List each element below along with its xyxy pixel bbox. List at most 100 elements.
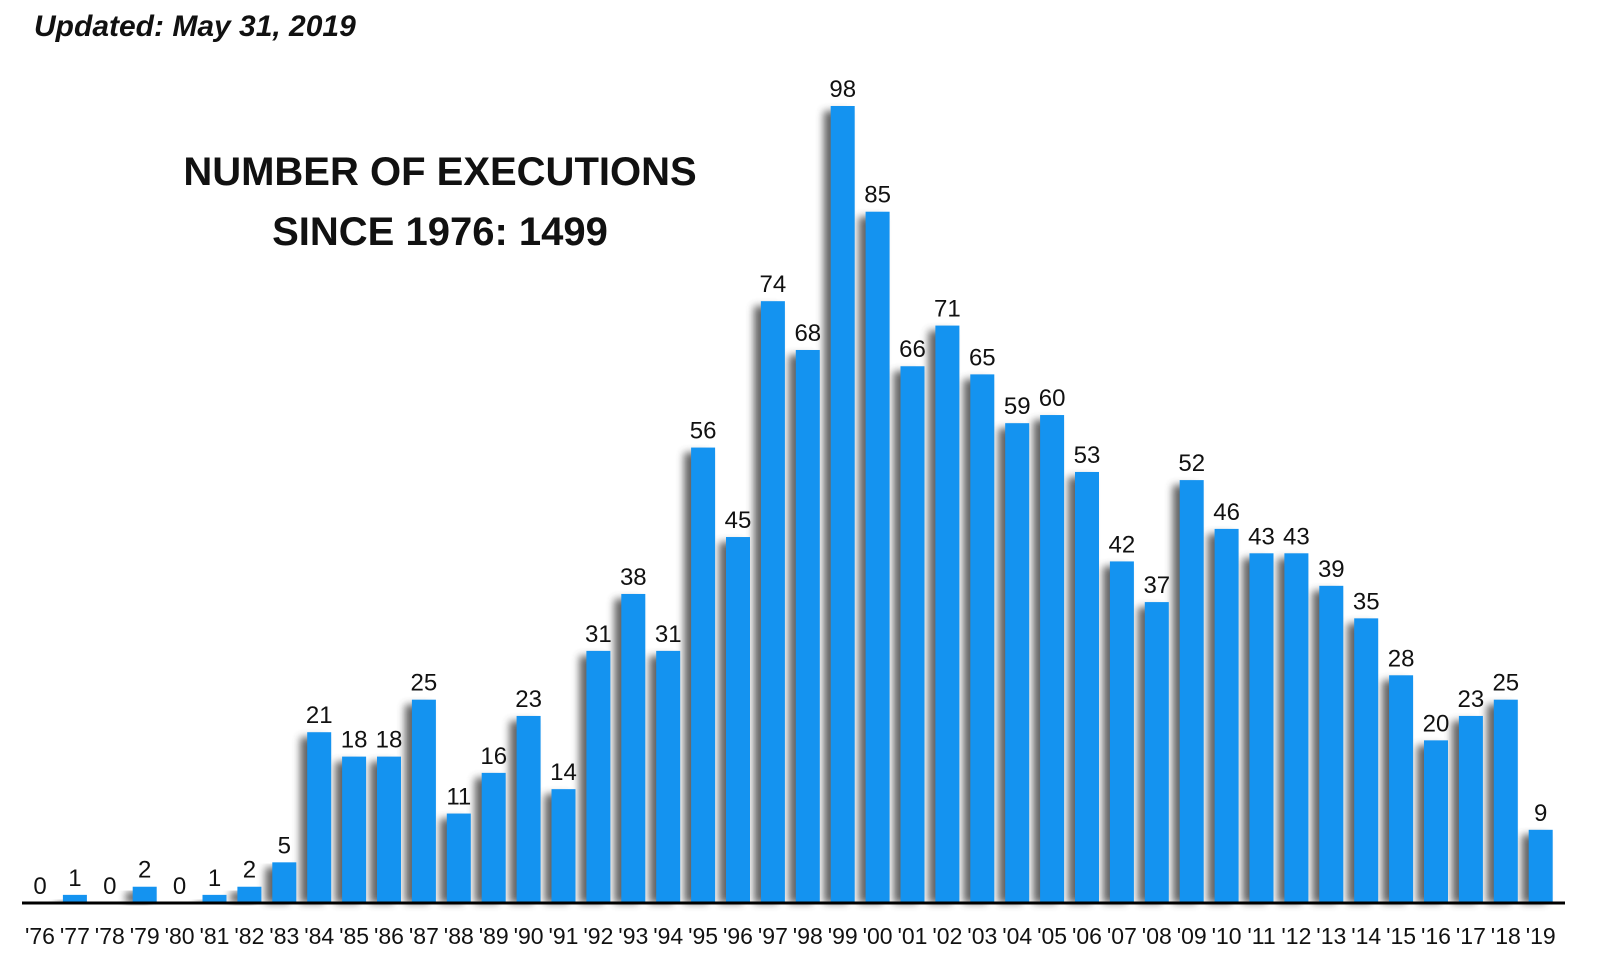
x-tick-label: '17: [1456, 923, 1486, 949]
x-tick-label: '84: [304, 923, 334, 949]
updated-date: Updated: May 31, 2019: [34, 10, 356, 43]
bar: [307, 732, 332, 903]
x-tick-label: '07: [1107, 923, 1137, 949]
x-tick-label: '16: [1421, 923, 1451, 949]
bar-value-label: 43: [1248, 523, 1275, 550]
bar-value-label: 35: [1353, 588, 1380, 615]
chart-title: NUMBER OF EXECUTIONS SINCE 1976: 1499: [140, 142, 740, 262]
x-tick-label: '86: [374, 923, 404, 949]
bar: [656, 650, 681, 903]
bar: [516, 715, 541, 903]
bar: [1109, 561, 1134, 903]
x-tick-label: '00: [863, 923, 893, 949]
bar-value-label: 53: [1074, 442, 1101, 469]
x-tick-label: '79: [130, 923, 160, 949]
x-tick-label: '11: [1247, 923, 1275, 949]
x-tick-label: '18: [1491, 923, 1521, 949]
bar: [621, 593, 646, 903]
bar: [1144, 602, 1169, 903]
bar-value-label: 5: [278, 832, 291, 859]
x-tick-label: '91: [549, 923, 579, 949]
bar-value-label: 39: [1318, 556, 1345, 583]
bar: [1458, 715, 1483, 903]
x-tick-label: '83: [269, 923, 299, 949]
bar-value-label: 25: [411, 670, 438, 697]
x-tick-label: '05: [1037, 923, 1067, 949]
bar: [586, 650, 611, 903]
bar-value-label: 21: [306, 702, 333, 729]
bar-value-label: 74: [760, 271, 787, 298]
x-tick-label: '09: [1177, 923, 1207, 949]
x-tick-label: '88: [444, 923, 474, 949]
bar-value-label: 56: [690, 418, 717, 445]
bar: [935, 325, 960, 903]
x-tick-label: '85: [339, 923, 369, 949]
bar: [62, 894, 87, 903]
bar: [970, 374, 995, 903]
x-tick-label: '01: [898, 923, 928, 949]
bar: [1528, 829, 1553, 903]
bar: [202, 894, 227, 903]
bar: [1040, 415, 1065, 903]
bar: [1075, 471, 1099, 903]
bar: [551, 789, 576, 903]
chart-title-line-1: NUMBER OF EXECUTIONS: [183, 150, 697, 194]
bar: [1389, 675, 1414, 903]
bar-value-label: 9: [1534, 800, 1547, 827]
bar: [132, 886, 157, 903]
bar: [1493, 699, 1518, 903]
bar: [795, 349, 820, 903]
bar-value-label: 37: [1143, 572, 1170, 599]
bar-value-label: 0: [103, 873, 116, 900]
x-tick-label: '19: [1526, 923, 1556, 949]
bar: [411, 699, 436, 903]
x-tick-label: '81: [200, 923, 230, 949]
bar-value-label: 38: [620, 564, 647, 591]
x-tick-label: '94: [653, 923, 683, 949]
bar-value-label: 31: [585, 621, 612, 648]
x-tick-label: '14: [1351, 923, 1381, 949]
bar-value-label: 23: [515, 686, 542, 713]
x-tick-label: '95: [688, 923, 718, 949]
bar-value-label: 45: [725, 507, 752, 534]
x-tick-label: '03: [967, 923, 997, 949]
bar: [237, 886, 262, 903]
bar-value-label: 16: [480, 743, 507, 770]
x-tick-label: '90: [514, 923, 544, 949]
x-tick-label: '10: [1212, 923, 1242, 949]
bar-value-label: 60: [1039, 385, 1066, 412]
x-tick-label: '89: [479, 923, 509, 949]
x-tick-labels: '76'77'78'79'80'81'82'83'84'85'86'87'88 '…: [25, 923, 1556, 949]
x-tick-label: '12: [1281, 923, 1311, 949]
x-tick-label: '97: [758, 923, 788, 949]
bar: [1319, 585, 1344, 903]
x-tick-label: '80: [165, 923, 195, 949]
bar-value-label: 2: [138, 857, 151, 884]
bar: [1179, 480, 1204, 903]
bar-value-label: 66: [899, 336, 926, 363]
x-tick-label: '13: [1316, 923, 1346, 949]
x-tick-label: '78: [95, 923, 125, 949]
bar: [1354, 618, 1379, 903]
bar: [342, 756, 367, 903]
bar: [272, 862, 297, 903]
bar: [865, 211, 890, 903]
bar-value-label: 59: [1004, 393, 1031, 420]
bar-value-label: 2: [243, 857, 256, 884]
bar: [726, 537, 750, 903]
x-tick-label: '82: [234, 923, 264, 949]
bar: [1214, 528, 1239, 903]
x-tick-label: '77: [60, 923, 90, 949]
bar-value-label: 46: [1213, 499, 1240, 526]
x-tick-label: '87: [409, 923, 439, 949]
bar: [1005, 423, 1030, 903]
bar-value-label: 42: [1109, 531, 1136, 558]
bar-value-label: 23: [1458, 686, 1485, 713]
x-tick-label: '15: [1386, 923, 1416, 949]
bar-value-label: 1: [208, 865, 221, 892]
bar-value-label: 25: [1492, 670, 1519, 697]
x-tick-label: '76: [25, 923, 55, 949]
bar-value-label: 52: [1178, 450, 1205, 477]
